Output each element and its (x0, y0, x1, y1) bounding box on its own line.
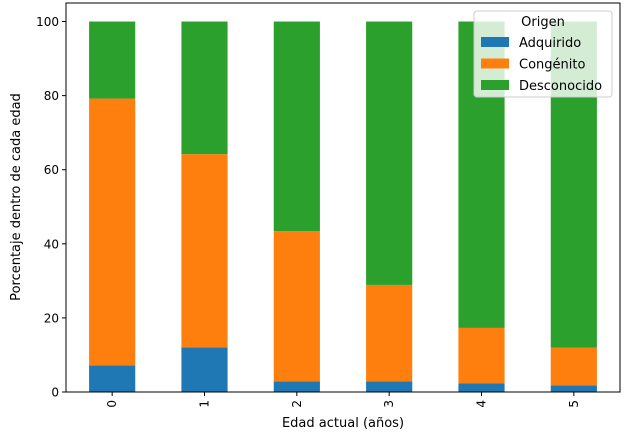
x-tick-label: 1 (198, 400, 212, 408)
bar-congénito-2 (273, 231, 320, 382)
bars-group (89, 21, 597, 392)
bar-adquirido-3 (366, 381, 413, 392)
legend-title: Origen (521, 15, 565, 30)
bar-adquirido-4 (458, 383, 505, 392)
bar-congénito-3 (366, 284, 413, 382)
bar-adquirido-0 (89, 365, 136, 392)
legend-swatch-adquirido (481, 37, 509, 47)
legend-label-adquirido: Adquirido (519, 36, 581, 51)
legend-swatch-congénito (481, 58, 509, 69)
bar-adquirido-2 (273, 381, 320, 392)
y-tick-label: 0 (51, 386, 59, 400)
bar-desconocido-1 (181, 21, 228, 155)
legend-swatch-desconocido (481, 80, 509, 90)
plot-frame (65, 2, 621, 393)
y-tick-label: 100 (36, 15, 59, 29)
x-tick-label: 5 (567, 400, 581, 408)
bar-adquirido-1 (181, 347, 228, 392)
legend-label-congénito: Congénito (519, 58, 585, 73)
bar-congénito-5 (550, 347, 597, 386)
bar-desconocido-2 (273, 21, 320, 232)
axes-group: 0 1 2 3 4 5 0 20 40 60 80 100 (36, 2, 621, 408)
bar-congénito-4 (458, 327, 505, 384)
y-tick-label: 40 (44, 237, 59, 251)
x-tick-label: 4 (475, 400, 489, 408)
legend: Origen Adquirido Congénito Desconocido (473, 10, 613, 98)
legend-label-desconocido: Desconocido (519, 79, 602, 94)
x-axis-label: Edad actual (años) (282, 416, 404, 431)
x-tick-label: 3 (382, 400, 396, 408)
legend-box (473, 10, 613, 98)
x-tick-label: 2 (290, 400, 304, 408)
y-tick-label: 20 (44, 311, 59, 325)
x-tick-label: 0 (105, 400, 119, 408)
bar-congénito-1 (181, 154, 228, 348)
bar-congénito-0 (89, 98, 136, 366)
bar-adquirido-5 (550, 385, 597, 392)
y-tick-label: 60 (44, 163, 59, 177)
y-tick-label: 80 (44, 89, 59, 103)
bar-desconocido-3 (366, 21, 413, 285)
bar-desconocido-0 (89, 21, 136, 99)
y-axis-label: Porcentaje dentro de cada edad (9, 93, 24, 301)
